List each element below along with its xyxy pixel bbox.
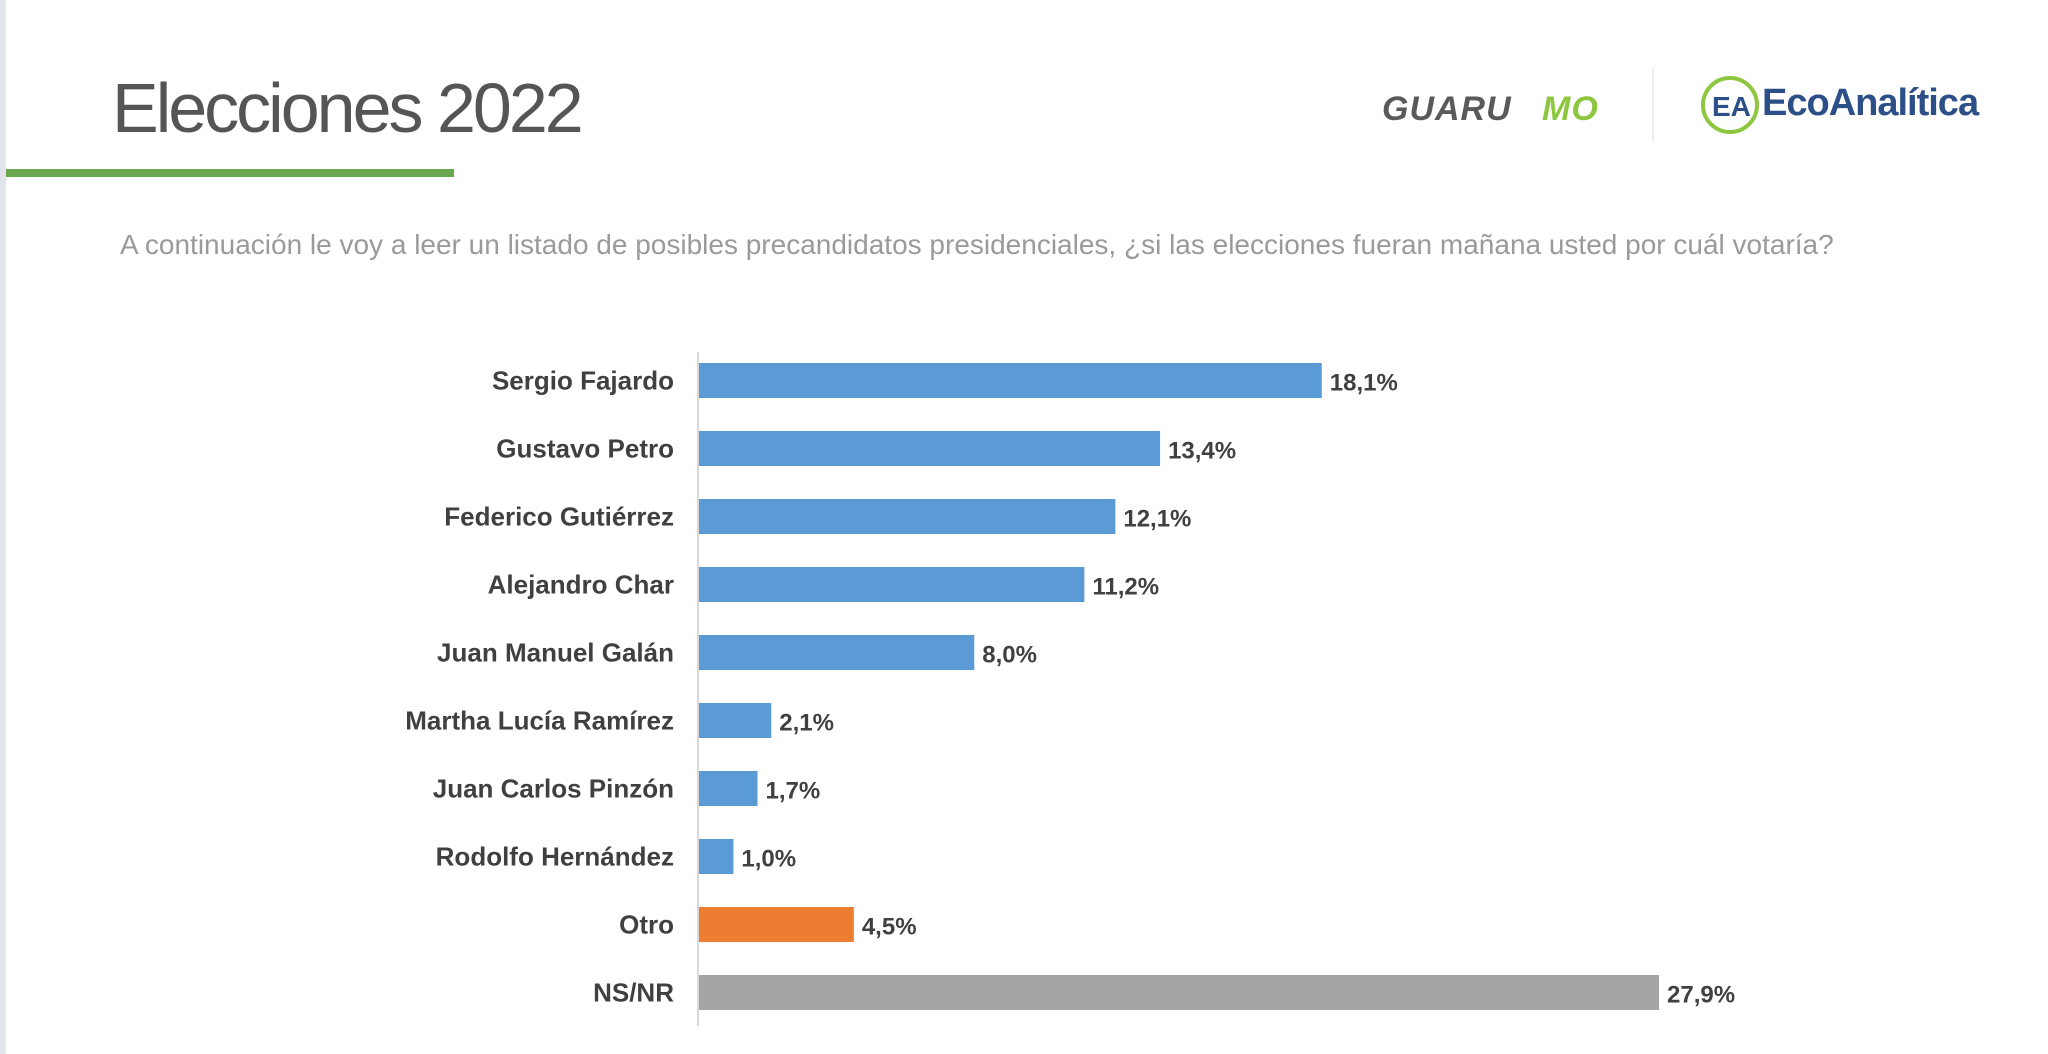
category-label: NS/NR bbox=[593, 978, 674, 1008]
bar bbox=[699, 839, 734, 874]
data-label: 1,0% bbox=[741, 846, 796, 873]
data-label: 13,4% bbox=[1168, 438, 1236, 465]
category-label: Juan Manuel Galán bbox=[437, 638, 674, 668]
ecoanalitica-mark-text: EA bbox=[1712, 91, 1751, 122]
data-label: 8,0% bbox=[982, 642, 1037, 669]
guarumo-logo: GUARU MO bbox=[1382, 90, 1599, 128]
bars-layer: Sergio Fajardo 18,1% Gustavo Petro 13,4% Fed… bbox=[405, 363, 1735, 1010]
bar bbox=[699, 635, 975, 670]
page-left-edge bbox=[0, 0, 6, 1054]
bar bbox=[699, 975, 1659, 1010]
page-title: Elecciones 2022 bbox=[112, 69, 584, 147]
bar bbox=[699, 703, 772, 738]
category-label: Sergio Fajardo bbox=[492, 366, 674, 396]
ecoanalitica-mark-icon: EA bbox=[1701, 76, 1759, 134]
guarumo-logo-text-a: GUARU bbox=[1382, 90, 1512, 128]
data-label: 18,1% bbox=[1330, 370, 1398, 397]
category-label: Otro bbox=[619, 910, 674, 940]
data-label: 27,9% bbox=[1667, 982, 1735, 1009]
category-label: Rodolfo Hernández bbox=[436, 842, 674, 872]
ecoanalitica-logo-text: EcoAnalítica bbox=[1762, 82, 1979, 124]
data-label: 1,7% bbox=[765, 778, 820, 805]
data-label: 2,1% bbox=[779, 710, 834, 737]
bar bbox=[699, 363, 1322, 398]
category-label: Gustavo Petro bbox=[496, 434, 674, 464]
data-label: 12,1% bbox=[1123, 506, 1191, 533]
bar bbox=[699, 907, 854, 942]
title-underline bbox=[6, 169, 454, 177]
data-label: 11,2% bbox=[1092, 574, 1159, 601]
logo-divider bbox=[1652, 68, 1654, 142]
category-label: Martha Lucía Ramírez bbox=[405, 706, 674, 736]
guarumo-logo-text-b: MO bbox=[1542, 90, 1599, 128]
category-label: Federico Gutiérrez bbox=[444, 502, 674, 532]
data-label: 4,5% bbox=[862, 914, 917, 941]
bar bbox=[699, 567, 1085, 602]
bar bbox=[699, 499, 1116, 534]
survey-question: A continuación le voy a leer un listado … bbox=[120, 229, 1834, 260]
bar bbox=[699, 431, 1161, 466]
ecoanalitica-logo: EA EcoAnalítica bbox=[1700, 74, 2000, 140]
bar bbox=[699, 771, 758, 806]
category-label: Alejandro Char bbox=[488, 570, 674, 600]
category-label: Juan Carlos Pinzón bbox=[433, 774, 674, 804]
